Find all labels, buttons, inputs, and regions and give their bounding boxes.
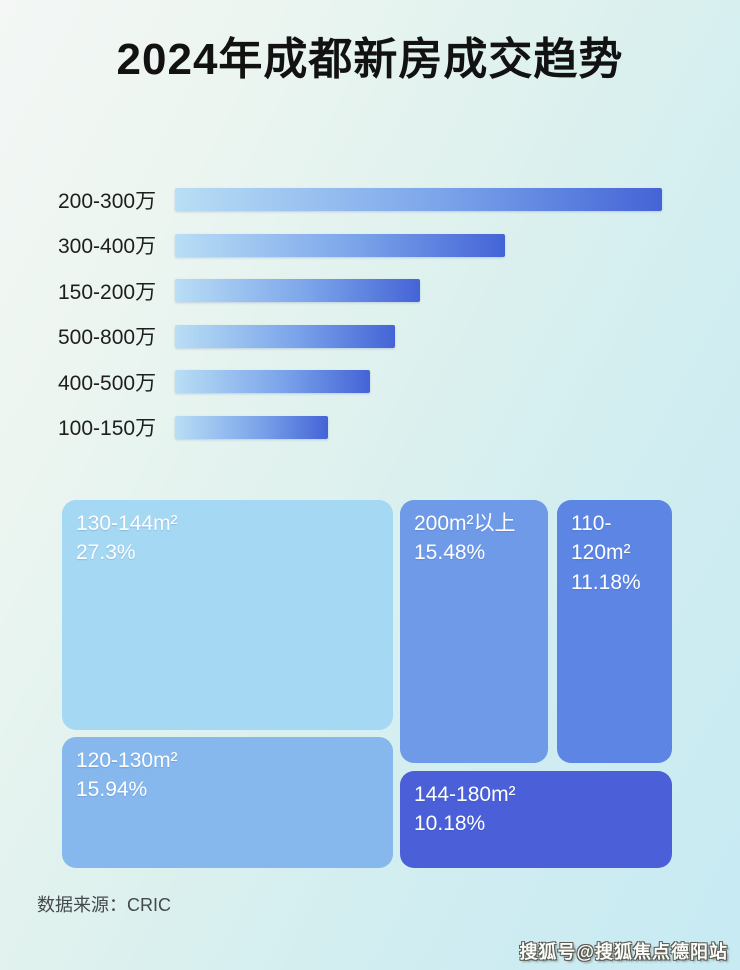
bar-track bbox=[175, 233, 662, 257]
bar-track bbox=[175, 279, 662, 302]
treemap-block-200-plus: 200m²以上 15.48% bbox=[400, 500, 548, 763]
treemap-block-144-180: 144-180m² 10.18% bbox=[400, 771, 672, 868]
treemap-block-percentage: 15.94% bbox=[76, 778, 148, 802]
treemap-block-percentage: 10.18% bbox=[414, 812, 486, 836]
bar-row: 100-150万 bbox=[58, 415, 678, 440]
area-share-treemap: 130-144m² 27.3% 200m²以上 15.48% 110-120m²… bbox=[62, 500, 672, 868]
treemap-block-percentage: 11.18% bbox=[571, 570, 641, 594]
bar-category-label: 200-300万 bbox=[58, 189, 157, 213]
bar-row: 300-400万 bbox=[58, 233, 678, 258]
treemap-block-percentage: 27.3% bbox=[76, 541, 136, 565]
bar-fill bbox=[175, 370, 370, 393]
treemap-block-120-130: 120-130m² 15.94% bbox=[62, 737, 393, 868]
treemap-block-percentage: 15.48% bbox=[414, 541, 486, 565]
bar-fill bbox=[175, 415, 328, 439]
bar-row: 200-300万 bbox=[58, 188, 678, 213]
price-band-bar-chart: 200-300万 300-400万 150-200万 500-800万 400-… bbox=[58, 188, 678, 440]
bar-row: 400-500万 bbox=[58, 370, 678, 395]
bar-fill bbox=[175, 324, 396, 348]
bar-track bbox=[175, 415, 662, 439]
treemap-block-label: 144-180m² bbox=[414, 783, 516, 806]
bar-fill bbox=[175, 279, 420, 302]
treemap-block-label: 130-144m² bbox=[76, 512, 178, 535]
bar-category-label: 500-800万 bbox=[58, 326, 157, 349]
bar-category-label: 100-150万 bbox=[58, 417, 157, 440]
bar-category-label: 300-400万 bbox=[58, 235, 157, 258]
bar-fill bbox=[175, 188, 662, 211]
data-source-label: 数据来源：CRIC bbox=[37, 895, 171, 915]
bar-track bbox=[175, 188, 662, 211]
bar-row: 500-800万 bbox=[58, 324, 678, 349]
bar-row: 150-200万 bbox=[58, 279, 678, 304]
treemap-block-label: 120-130m² bbox=[76, 749, 178, 772]
treemap-block-110-120: 110-120m² 11.18% bbox=[557, 500, 672, 763]
treemap-block-130-144: 130-144m² 27.3% bbox=[62, 500, 393, 730]
bar-track bbox=[175, 370, 662, 393]
bar-category-label: 150-200万 bbox=[58, 280, 157, 304]
treemap-block-label: 200m²以上 bbox=[414, 512, 516, 535]
watermark: 搜狐号@搜狐焦点德阳站 bbox=[519, 942, 728, 962]
bar-track bbox=[175, 324, 662, 348]
bar-category-label: 400-500万 bbox=[58, 371, 157, 395]
treemap-block-label: 110-120m² bbox=[571, 512, 631, 565]
bar-fill bbox=[175, 233, 506, 257]
page-title: 2024年成都新房成交趋势 bbox=[116, 35, 624, 84]
